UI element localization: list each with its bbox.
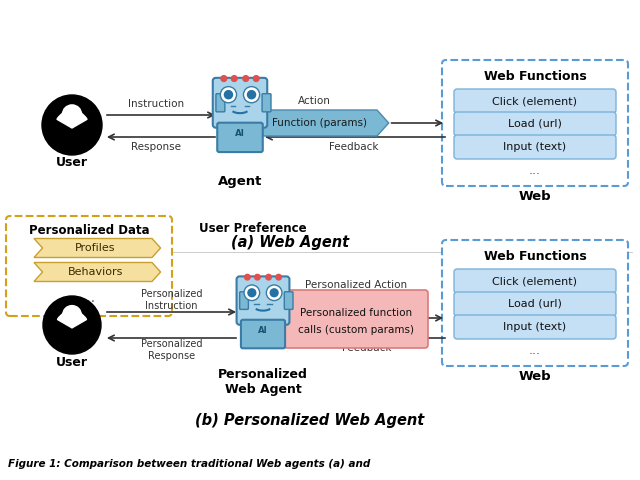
FancyBboxPatch shape <box>262 94 271 112</box>
Text: Click (element): Click (element) <box>493 276 577 286</box>
Wedge shape <box>58 311 86 328</box>
Text: Load (url): Load (url) <box>508 299 562 309</box>
Text: calls (custom params): calls (custom params) <box>298 325 414 336</box>
Text: Personalized
Response: Personalized Response <box>141 339 202 361</box>
Text: User Preference: User Preference <box>199 221 307 235</box>
FancyBboxPatch shape <box>212 78 268 128</box>
Text: Function (params): Function (params) <box>272 118 367 128</box>
Text: Profiles: Profiles <box>75 243 115 253</box>
FancyBboxPatch shape <box>217 123 263 152</box>
Circle shape <box>63 306 81 324</box>
Circle shape <box>244 275 250 280</box>
Circle shape <box>253 76 259 82</box>
Circle shape <box>276 275 282 280</box>
Text: (b) Personalized Web Agent: (b) Personalized Web Agent <box>195 412 424 428</box>
FancyBboxPatch shape <box>454 269 616 293</box>
FancyBboxPatch shape <box>216 94 225 112</box>
FancyBboxPatch shape <box>454 89 616 113</box>
FancyBboxPatch shape <box>454 135 616 159</box>
FancyBboxPatch shape <box>284 290 428 348</box>
Text: ...: ... <box>529 344 541 357</box>
Text: (a) Web Agent: (a) Web Agent <box>231 236 349 251</box>
Text: Web: Web <box>518 370 551 383</box>
Circle shape <box>225 91 232 99</box>
Text: AI: AI <box>235 130 245 138</box>
FancyBboxPatch shape <box>240 292 248 310</box>
FancyBboxPatch shape <box>454 292 616 316</box>
Wedge shape <box>57 110 87 128</box>
Circle shape <box>248 91 255 99</box>
Text: Personalized Action: Personalized Action <box>305 280 407 290</box>
FancyBboxPatch shape <box>241 320 285 348</box>
Text: Personalized
Web Agent: Personalized Web Agent <box>218 368 308 396</box>
Polygon shape <box>262 110 388 136</box>
FancyBboxPatch shape <box>454 315 616 339</box>
Circle shape <box>220 86 237 103</box>
Text: Personalized function: Personalized function <box>300 308 412 318</box>
FancyBboxPatch shape <box>284 292 293 310</box>
FancyBboxPatch shape <box>6 216 172 316</box>
Text: Agent: Agent <box>218 175 262 188</box>
Text: Web Functions: Web Functions <box>484 250 586 263</box>
Polygon shape <box>34 239 161 257</box>
Circle shape <box>243 76 249 82</box>
Text: Feedback: Feedback <box>342 343 391 353</box>
Circle shape <box>43 296 101 354</box>
FancyBboxPatch shape <box>442 240 628 366</box>
Text: Web Functions: Web Functions <box>484 70 586 83</box>
Circle shape <box>243 86 260 103</box>
Circle shape <box>255 275 260 280</box>
Text: Personalized Data: Personalized Data <box>29 224 149 237</box>
Circle shape <box>266 275 271 280</box>
Circle shape <box>221 76 227 82</box>
Circle shape <box>266 285 282 300</box>
Circle shape <box>231 76 237 82</box>
Polygon shape <box>34 263 161 281</box>
Circle shape <box>248 289 256 297</box>
Text: Action: Action <box>298 96 331 106</box>
Text: Behaviors: Behaviors <box>67 267 123 277</box>
Circle shape <box>270 289 278 297</box>
Text: Feedback: Feedback <box>329 142 379 152</box>
Text: User: User <box>56 357 88 370</box>
Text: User: User <box>56 156 88 169</box>
FancyBboxPatch shape <box>442 60 628 186</box>
Text: ...: ... <box>529 164 541 177</box>
Text: Personalized
Instruction: Personalized Instruction <box>141 289 202 311</box>
Text: Click (element): Click (element) <box>493 96 577 106</box>
Text: Input (text): Input (text) <box>504 322 566 332</box>
Text: Response: Response <box>131 142 181 152</box>
Circle shape <box>63 105 82 124</box>
Text: ...: ... <box>83 291 95 305</box>
Circle shape <box>42 95 102 155</box>
FancyBboxPatch shape <box>454 112 616 136</box>
Text: Load (url): Load (url) <box>508 119 562 129</box>
Text: AI: AI <box>258 326 268 335</box>
FancyBboxPatch shape <box>237 276 289 325</box>
Text: Figure 1: Comparison between traditional Web agents (a) and: Figure 1: Comparison between traditional… <box>8 459 371 469</box>
Text: Instruction: Instruction <box>128 99 184 109</box>
Text: Input (text): Input (text) <box>504 142 566 152</box>
Circle shape <box>244 285 260 300</box>
Text: Web: Web <box>518 190 551 203</box>
